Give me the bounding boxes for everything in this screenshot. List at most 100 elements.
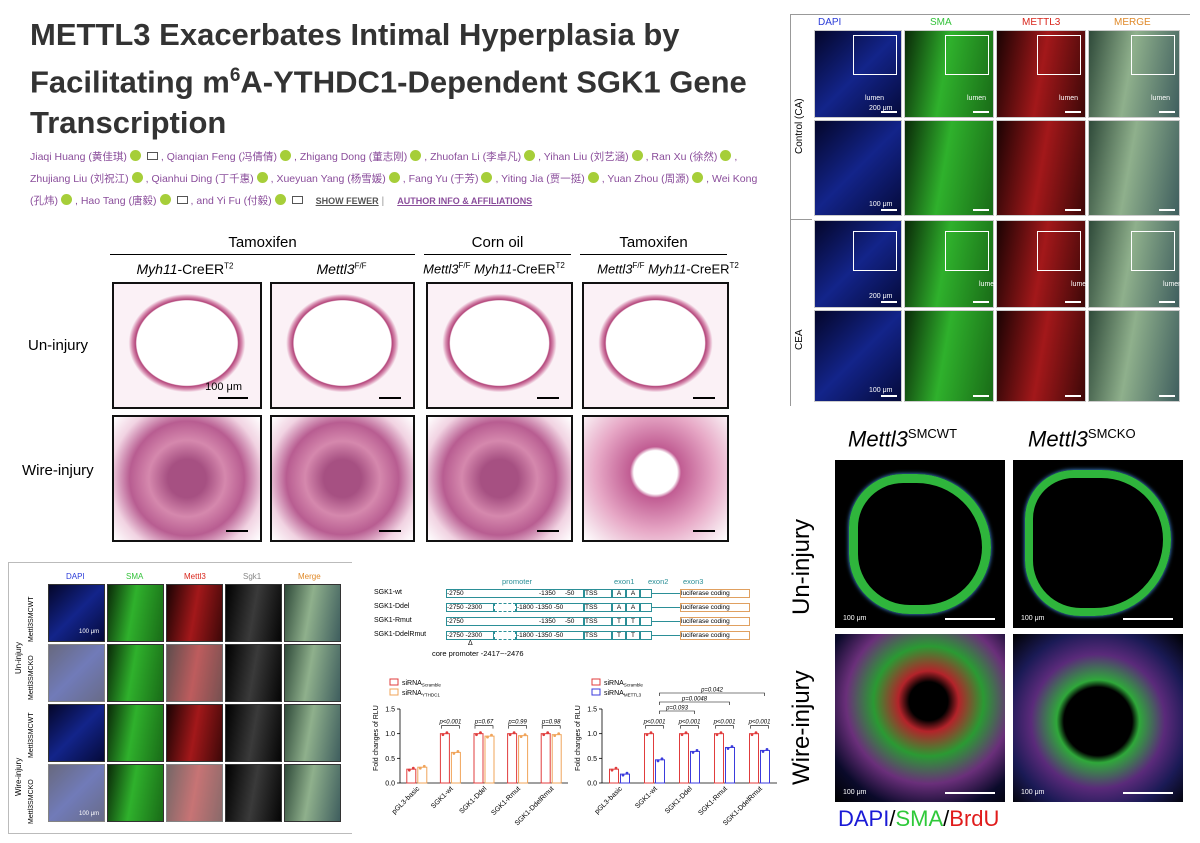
channel-label: SMA <box>126 572 144 581</box>
lumen-label: lumen <box>1151 95 1171 102</box>
data-point <box>407 768 411 772</box>
bar <box>609 768 619 784</box>
micrograph-sma <box>107 704 164 762</box>
connector-line <box>652 593 680 602</box>
exon-segment: T <box>612 631 626 640</box>
mail-icon[interactable] <box>146 152 158 160</box>
author-name[interactable]: Yihan Liu (刘艺涵) <box>543 151 629 163</box>
pos-label: -2750 <box>447 618 464 625</box>
base-label: T <box>617 618 621 625</box>
author-name[interactable]: Zhuofan Li (李卓凡) <box>430 151 522 163</box>
author-name[interactable]: Wei Kong (孔炜) <box>30 173 758 207</box>
significance-bracket <box>474 725 494 729</box>
orcid-icon[interactable] <box>159 194 171 205</box>
data-point <box>479 731 482 735</box>
show-fewer-link[interactable]: SHOW FEWER <box>315 196 379 206</box>
pos-label: -2300 <box>465 632 483 639</box>
p-value: p<0.001 <box>643 720 666 726</box>
deleted-segment <box>494 603 516 612</box>
tss-label: TSS <box>585 632 598 639</box>
author-name[interactable]: Yuan Zhou (周源) <box>607 173 690 185</box>
data-point <box>456 750 460 753</box>
author-name[interactable]: Ran Xu (徐然) <box>651 151 718 163</box>
luciferase-segment: luciferase coding <box>680 603 750 612</box>
brdu-image: 100 μm <box>1013 460 1183 628</box>
panel-border <box>8 833 352 834</box>
data-point <box>761 750 765 753</box>
mail-icon[interactable] <box>176 196 188 204</box>
scale-bar <box>226 530 248 532</box>
orcid-icon[interactable] <box>388 172 400 183</box>
exon-segment: T <box>626 617 640 626</box>
y-axis-label: Fold changes of RLU <box>373 705 380 771</box>
scale-label: 100 μm <box>843 615 867 622</box>
micrograph-dapi <box>48 704 105 762</box>
promoter-segment: -2750 -1350 -50 <box>446 589 584 598</box>
construct-name: SGK1-Rmut <box>374 617 412 624</box>
data-point <box>445 731 449 735</box>
orcid-icon[interactable] <box>256 172 268 183</box>
orcid-icon[interactable] <box>692 172 704 183</box>
orcid-icon[interactable] <box>587 172 599 183</box>
legend-swatch <box>389 678 399 686</box>
y-tick-label: 0.0 <box>587 781 597 788</box>
p-value: p<0.001 <box>748 720 771 726</box>
group-divider <box>790 219 812 220</box>
data-point <box>715 733 719 737</box>
orcid-icon[interactable] <box>631 150 643 161</box>
lumen-label: lumen <box>967 95 987 102</box>
exon-segment: A <box>612 603 626 612</box>
data-point <box>546 731 550 735</box>
x-tick-label: SGK1-Ddel <box>458 785 488 815</box>
author-name[interactable]: and Yi Fu (付毅) <box>196 195 272 207</box>
micrograph-merge <box>284 704 341 762</box>
orcid-icon[interactable] <box>524 150 536 161</box>
pos-label: -2750 <box>447 590 464 597</box>
pos-label: -2750 <box>447 604 464 611</box>
exon-label: exon3 <box>683 577 704 586</box>
orcid-icon[interactable] <box>61 194 72 205</box>
author-name[interactable]: Xueyuan Yang (杨雪媛) <box>276 173 386 185</box>
scale-label: 100 μm <box>1021 615 1045 622</box>
he-image <box>270 415 415 542</box>
author-name[interactable]: Fang Yu (于芳) <box>408 173 479 185</box>
lumen-label: lumen <box>1163 281 1183 288</box>
construct-name: SGK1-DdelRmut <box>374 631 427 638</box>
scale-bar <box>1065 209 1081 211</box>
data-point <box>553 734 557 738</box>
construct-row: SGK1-Ddel -2750 -2300 -1800 -1350 -50 TSS … <box>374 603 764 613</box>
lumen-label: lumen <box>1059 95 1079 102</box>
zoom-box <box>853 231 897 271</box>
author-name[interactable]: Zhujiang Liu (刘祝江) <box>30 173 129 185</box>
construct-row: SGK1-wt -2750 -1350 -50 TSS A A luciferase c… <box>374 589 764 599</box>
orcid-icon[interactable] <box>410 150 422 161</box>
lumen-label: lumen <box>1071 281 1091 288</box>
he-column-label: Mettl3F/F Myh11-CreERT2 <box>597 261 739 277</box>
orcid-icon[interactable] <box>129 150 141 161</box>
author-name[interactable]: Yiting Jia (贾一挺) <box>501 173 585 185</box>
orcid-icon[interactable] <box>280 150 292 161</box>
author-name[interactable]: Hao Tang (唐毅) <box>80 195 157 207</box>
p-value: p=0.99 <box>507 720 527 726</box>
orcid-icon[interactable] <box>274 194 286 205</box>
panel-border <box>790 14 1190 15</box>
author-name[interactable]: Jiaqi Huang (黄佳琪) <box>30 151 127 163</box>
bar <box>749 733 759 784</box>
mail-icon[interactable] <box>291 196 303 204</box>
data-point <box>660 757 664 761</box>
data-point <box>754 731 758 735</box>
author-info-link[interactable]: AUTHOR INFO & AFFILIATIONS <box>397 196 533 206</box>
orcid-icon[interactable] <box>720 150 732 161</box>
exon-label: exon2 <box>648 577 669 586</box>
orcid-icon[interactable] <box>481 172 493 183</box>
data-point <box>726 747 730 750</box>
orcid-icon[interactable] <box>131 172 143 183</box>
zoom-box <box>1037 231 1081 271</box>
author-name[interactable]: Qianqian Feng (冯倩倩) <box>166 151 278 163</box>
micrograph-sma-zoom <box>904 120 994 216</box>
scale-label: 100 μm <box>869 201 893 208</box>
author-name[interactable]: Zhigang Dong (董志刚) <box>299 151 408 163</box>
author-name[interactable]: Qianhui Ding (丁千惠) <box>151 173 254 185</box>
he-image <box>270 282 415 409</box>
micrograph-merge: lumen <box>1088 30 1180 118</box>
